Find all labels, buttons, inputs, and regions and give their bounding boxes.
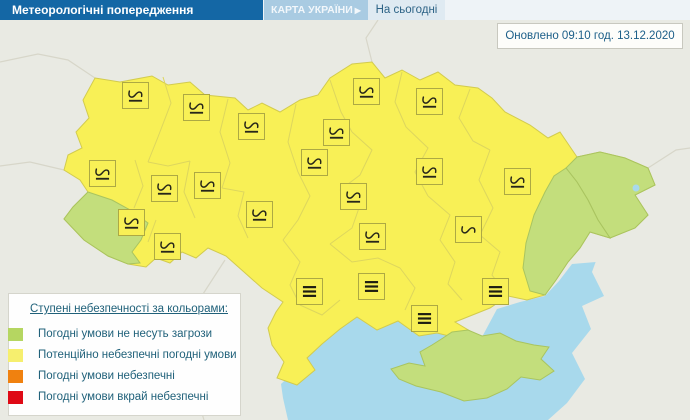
chevron-right-icon: ▶ [354,6,361,15]
warning-icon-ice[interactable] [416,158,443,185]
warning-icon-ice[interactable] [122,82,149,109]
legend-label: Погодні умови не несуть загрози [38,328,213,340]
warning-icon-fog[interactable] [296,278,323,305]
legend-swatch-red [8,391,23,404]
warning-icon-ice[interactable] [353,78,380,105]
warning-icon-ice[interactable] [301,149,328,176]
warning-icon-ice[interactable] [323,119,350,146]
legend-label: Потенційно небезпечні погодні умови [38,349,237,361]
legend-swatch-yellow [8,349,23,362]
map-ukraine-button-label: КАРТА УКРАЇНИ [271,4,353,16]
warning-icon-ice[interactable] [238,113,265,140]
warning-icon-ice[interactable] [504,168,531,195]
legend-box: Ступені небезпечності за кольорами: Пого… [8,293,241,416]
neighbor-landmass [548,250,690,420]
legend-item-dangerous: Погодні умови небезпечні [8,367,240,388]
region-crimea-green[interactable] [390,329,555,402]
warning-icon-fog[interactable] [411,305,438,332]
warning-icon-ice[interactable] [183,94,210,121]
page-title: Метеорологічні попередження [0,0,263,20]
legend-label: Погодні умови вкрай небезпечні [38,391,209,403]
map-ukraine-button[interactable]: КАРТА УКРАЇНИ ▶ [264,0,368,20]
warning-icon-fog[interactable] [482,278,509,305]
warning-icon-ice[interactable] [89,160,116,187]
warning-icon-ice[interactable] [340,183,367,210]
warning-icon-ice[interactable] [118,209,145,236]
legend-swatch-green [8,328,23,341]
tab-today[interactable]: На сьогодні [368,0,445,20]
legend-title: Ступені небезпечності за кольорами: [30,303,228,315]
legend-item-safe: Погодні умови не несуть загрози [8,325,240,346]
warning-icon-ice[interactable] [416,88,443,115]
warning-icon-ice[interactable] [194,172,221,199]
warning-icon-snow[interactable] [455,216,482,243]
lake-dot [632,184,640,192]
updated-badge: Оновлено 09:10 год. 13.12.2020 [497,23,683,49]
region-donetsk-green[interactable] [522,167,612,296]
warning-icon-ice[interactable] [359,223,386,250]
legend-item-potentially-dangerous: Потенційно небезпечні погодні умови [8,346,240,367]
warning-icon-ice[interactable] [151,175,178,202]
warning-icon-ice[interactable] [154,233,181,260]
header-bar: Метеорологічні попередження КАРТА УКРАЇН… [0,0,690,20]
legend-label: Погодні умови небезпечні [38,370,175,382]
legend-swatch-orange [8,370,23,383]
warning-icon-fog[interactable] [358,273,385,300]
legend-item-extremely-dangerous: Погодні умови вкрай небезпечні [8,388,240,409]
warning-icon-ice[interactable] [246,201,273,228]
